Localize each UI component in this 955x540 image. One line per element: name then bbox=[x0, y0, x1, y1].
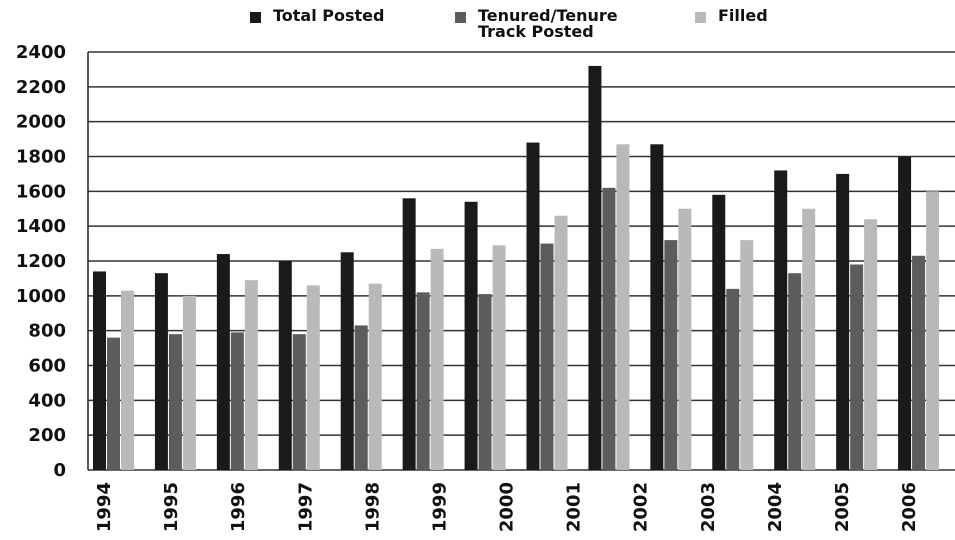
x-tick-label: 1998 bbox=[362, 482, 383, 532]
bar bbox=[912, 255, 926, 470]
bar bbox=[678, 208, 692, 470]
bar bbox=[602, 187, 616, 470]
bar bbox=[554, 215, 568, 470]
bar bbox=[354, 325, 368, 470]
bar bbox=[802, 208, 816, 470]
y-tick-label: 1000 bbox=[16, 286, 66, 307]
bar bbox=[230, 332, 244, 470]
bar bbox=[492, 245, 506, 470]
x-tick-label: 2001 bbox=[564, 482, 585, 532]
bar bbox=[850, 264, 864, 470]
bar bbox=[107, 337, 120, 470]
bar bbox=[926, 191, 940, 471]
bar bbox=[216, 254, 230, 470]
bar bbox=[168, 334, 182, 470]
x-tick-label: 2002 bbox=[631, 482, 652, 532]
y-tick-label: 0 bbox=[53, 460, 66, 481]
bar bbox=[340, 252, 354, 470]
x-tick-label: 2006 bbox=[899, 482, 920, 532]
y-tick-label: 2400 bbox=[16, 42, 66, 63]
bar bbox=[182, 295, 196, 470]
y-tick-label: 1800 bbox=[16, 147, 66, 168]
y-tick-label: 2000 bbox=[16, 112, 66, 133]
legend-label: Tenured/Tenure Track Posted bbox=[478, 6, 618, 41]
bar bbox=[898, 156, 912, 470]
bar bbox=[121, 290, 134, 470]
y-tick-label: 2200 bbox=[16, 77, 66, 98]
bar bbox=[540, 243, 554, 470]
bar bbox=[154, 273, 168, 470]
y-tick-label: 800 bbox=[28, 321, 66, 342]
bar bbox=[292, 334, 306, 470]
legend-label: Filled bbox=[718, 6, 768, 25]
y-tick-label: 600 bbox=[28, 356, 66, 377]
bar bbox=[650, 144, 664, 470]
bar bbox=[712, 194, 726, 471]
bar bbox=[278, 261, 292, 470]
x-tick-label: 2000 bbox=[497, 482, 518, 532]
legend-swatch bbox=[455, 12, 466, 23]
x-tick-label: 2004 bbox=[765, 482, 786, 532]
x-tick-label: 1994 bbox=[94, 482, 115, 532]
bar bbox=[836, 173, 850, 470]
bar bbox=[740, 240, 754, 470]
bar bbox=[464, 201, 478, 471]
bar bbox=[306, 285, 320, 470]
bar bbox=[430, 248, 444, 470]
x-tick-label: 1996 bbox=[228, 482, 249, 532]
bar bbox=[368, 283, 382, 470]
legend-swatch bbox=[250, 12, 261, 23]
bar bbox=[864, 219, 878, 470]
legend: Total Posted Tenured/Tenure Track Posted F… bbox=[250, 8, 850, 48]
bar bbox=[788, 273, 802, 470]
y-tick-label: 200 bbox=[28, 425, 66, 446]
bar bbox=[726, 288, 740, 470]
legend-label: Total Posted bbox=[273, 6, 385, 25]
bar bbox=[774, 170, 788, 470]
legend-item: Tenured/Tenure Track Posted bbox=[455, 8, 625, 40]
bar bbox=[526, 142, 540, 471]
bar bbox=[244, 280, 258, 470]
x-tick-label: 1997 bbox=[295, 482, 316, 532]
x-tick-label: 1995 bbox=[161, 482, 182, 532]
x-tick-label: 2005 bbox=[832, 482, 853, 532]
x-tick-label: 1999 bbox=[429, 482, 450, 532]
legend-item: Filled bbox=[695, 8, 768, 24]
x-tick-label: 2003 bbox=[698, 482, 719, 532]
y-tick-label: 1200 bbox=[16, 251, 66, 272]
bar bbox=[402, 198, 416, 471]
bar bbox=[588, 65, 602, 470]
legend-item: Total Posted bbox=[250, 8, 384, 24]
bar bbox=[664, 240, 678, 470]
legend-swatch bbox=[695, 12, 706, 23]
y-tick-label: 400 bbox=[28, 390, 66, 411]
bar bbox=[93, 271, 106, 470]
y-tick-label: 1400 bbox=[16, 216, 66, 237]
y-tick-label: 1600 bbox=[16, 181, 66, 202]
bar bbox=[616, 144, 630, 470]
bar bbox=[478, 294, 492, 470]
bar bbox=[416, 292, 430, 470]
